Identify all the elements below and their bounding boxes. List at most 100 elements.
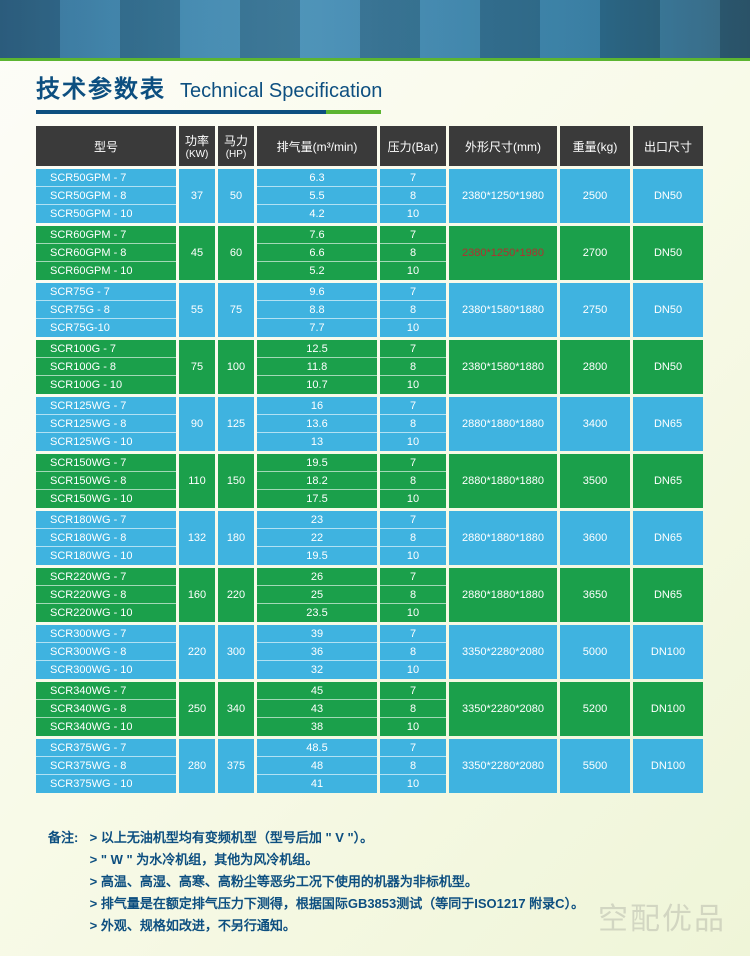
- cell-line: 10: [380, 433, 446, 451]
- cell: 2500: [560, 169, 630, 223]
- hdr-dim: 外形尺寸(mm): [449, 126, 557, 166]
- cell-line: 8: [380, 472, 446, 490]
- cell: DN65: [633, 511, 703, 565]
- cell: 3350*2280*2080: [449, 682, 557, 736]
- cell-line: 38: [257, 718, 377, 736]
- cell: 2880*1880*1880: [449, 511, 557, 565]
- cell-line: 6.3: [257, 169, 377, 187]
- cell: DN100: [633, 682, 703, 736]
- cell: 232219.5: [257, 511, 377, 565]
- cell-line: 7: [380, 568, 446, 586]
- cell: 2880*1880*1880: [449, 568, 557, 622]
- cell-line: 10: [380, 262, 446, 280]
- cell-line: SCR50GPM - 8: [36, 187, 176, 205]
- cell: 7810: [380, 340, 446, 394]
- table-group: SCR220WG - 7SCR220WG - 8SCR220WG - 10160…: [36, 568, 714, 622]
- cell-line: 8: [380, 187, 446, 205]
- cell-line: 10: [380, 775, 446, 793]
- cell-line: 5.5: [257, 187, 377, 205]
- cell: 220: [218, 568, 254, 622]
- cell-line: 25: [257, 586, 377, 604]
- cell-line: SCR125WG - 10: [36, 433, 176, 451]
- cell-line: 6.6: [257, 244, 377, 262]
- cell-line: 10: [380, 661, 446, 679]
- title-underline: [36, 110, 714, 114]
- cell-line: 12.5: [257, 340, 377, 358]
- table-group: SCR180WG - 7SCR180WG - 8SCR180WG - 10132…: [36, 511, 714, 565]
- cell: DN100: [633, 739, 703, 793]
- cell-line: SCR340WG - 7: [36, 682, 176, 700]
- cell: DN65: [633, 568, 703, 622]
- spec-table: 型号 功率(KW) 马力(HP) 排气量(m³/min) 压力(Bar) 外形尺…: [36, 126, 714, 793]
- table-group: SCR125WG - 7SCR125WG - 8SCR125WG - 10901…: [36, 397, 714, 451]
- title-cn: 技术参数表: [36, 69, 166, 104]
- cell: 454338: [257, 682, 377, 736]
- cell-line: 16: [257, 397, 377, 415]
- cell-line: SCR60GPM - 8: [36, 244, 176, 262]
- cell-line: 8: [380, 757, 446, 775]
- cell-line: 8: [380, 415, 446, 433]
- top-banner-image: [0, 0, 750, 58]
- cell: 90: [179, 397, 215, 451]
- cell-line: SCR180WG - 7: [36, 511, 176, 529]
- cell: SCR375WG - 7SCR375WG - 8SCR375WG - 10: [36, 739, 176, 793]
- cell: 37: [179, 169, 215, 223]
- cell-line: 19.5: [257, 454, 377, 472]
- cell: 5200: [560, 682, 630, 736]
- cell-line: 7: [380, 511, 446, 529]
- cell-line: 7: [380, 625, 446, 643]
- cell-line: 5.2: [257, 262, 377, 280]
- cell: 132: [179, 511, 215, 565]
- cell-line: 7: [380, 397, 446, 415]
- notes-body: > 以上无油机型均有变频机型（型号后加 " V "）。> " W " 为水冷机组…: [90, 827, 584, 937]
- cell: 7810: [380, 226, 446, 280]
- table-group: SCR340WG - 7SCR340WG - 8SCR340WG - 10250…: [36, 682, 714, 736]
- cell: 7.66.65.2: [257, 226, 377, 280]
- cell: 393632: [257, 625, 377, 679]
- cell: 280: [179, 739, 215, 793]
- cell-line: 41: [257, 775, 377, 793]
- cell-line: SCR375WG - 8: [36, 757, 176, 775]
- cell: 7810: [380, 169, 446, 223]
- cell: 150: [218, 454, 254, 508]
- cell: 55: [179, 283, 215, 337]
- cell-line: 8: [380, 643, 446, 661]
- cell: 48.54841: [257, 739, 377, 793]
- cell: 125: [218, 397, 254, 451]
- cell-line: SCR125WG - 7: [36, 397, 176, 415]
- cell: 1613.613: [257, 397, 377, 451]
- cell: DN65: [633, 397, 703, 451]
- cell: DN50: [633, 340, 703, 394]
- cell: 2380*1250*1980: [449, 226, 557, 280]
- hdr-air: 排气量(m³/min): [257, 126, 377, 166]
- cell: 2750: [560, 283, 630, 337]
- cell: DN50: [633, 283, 703, 337]
- cell: 2380*1580*1880: [449, 283, 557, 337]
- cell-line: 13.6: [257, 415, 377, 433]
- cell-line: 8: [380, 358, 446, 376]
- table-group: SCR50GPM - 7SCR50GPM - 8SCR50GPM - 1037 5…: [36, 169, 714, 223]
- cell: 5000: [560, 625, 630, 679]
- table-header-row: 型号 功率(KW) 马力(HP) 排气量(m³/min) 压力(Bar) 外形尺…: [36, 126, 714, 166]
- cell: 7810: [380, 682, 446, 736]
- cell-line: 8.8: [257, 301, 377, 319]
- cell-line: 10: [380, 376, 446, 394]
- cell: 7810: [380, 739, 446, 793]
- cell: 262523.5: [257, 568, 377, 622]
- cell: SCR50GPM - 7SCR50GPM - 8SCR50GPM - 10: [36, 169, 176, 223]
- note-line: > " W " 为水冷机组，其他为风冷机组。: [90, 849, 584, 871]
- cell: 300: [218, 625, 254, 679]
- cell-line: 8: [380, 301, 446, 319]
- cell-line: SCR125WG - 8: [36, 415, 176, 433]
- title-en: Technical Specification: [180, 80, 382, 103]
- cell: SCR100G - 7SCR100G - 8SCR100G - 10: [36, 340, 176, 394]
- cell-line: SCR375WG - 7: [36, 739, 176, 757]
- cell-line: SCR220WG - 8: [36, 586, 176, 604]
- cell-line: 10: [380, 205, 446, 223]
- cell: 250: [179, 682, 215, 736]
- cell-line: 7: [380, 454, 446, 472]
- hdr-out: 出口尺寸: [633, 126, 703, 166]
- cell-line: 17.5: [257, 490, 377, 508]
- cell-line: SCR300WG - 10: [36, 661, 176, 679]
- cell: SCR220WG - 7SCR220WG - 8SCR220WG - 10: [36, 568, 176, 622]
